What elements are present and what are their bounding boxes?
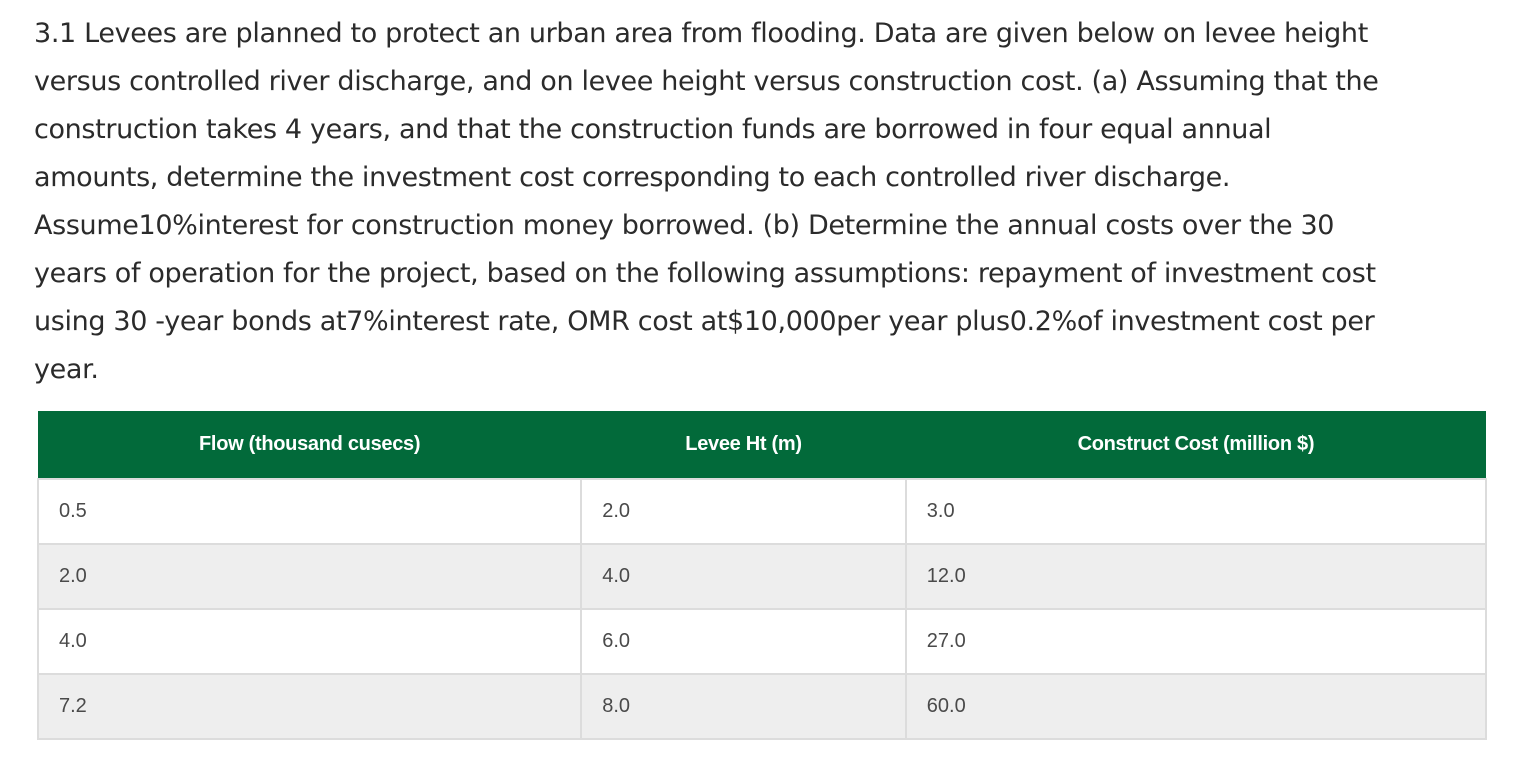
- data-table: Flow (thousand cusecs) Levee Ht (m) Cons…: [36, 411, 1488, 740]
- cell-levee-height: 8.0: [580, 673, 907, 740]
- problem-line: years of operation for the project, base…: [34, 258, 1376, 289]
- problem-line: construction takes 4 years, and that the…: [34, 114, 1272, 145]
- table-row: 7.2 8.0 60.0: [36, 673, 1488, 740]
- problem-line: versus controlled river discharge, and o…: [34, 66, 1379, 97]
- header-flow: Flow (thousand cusecs): [199, 433, 421, 455]
- cell-flow: 0.5: [36, 478, 583, 545]
- cell-construct-cost: 27.0: [904, 608, 1488, 675]
- problem-line: year.: [34, 354, 99, 385]
- table-row: 0.5 2.0 3.0: [36, 478, 1488, 545]
- table-row: 4.0 6.0 27.0: [36, 608, 1488, 675]
- problem-line: using 30 -year bonds at7%interest rate, …: [34, 306, 1375, 337]
- problem-statement: 3.1 Levees are planned to protect an urb…: [34, 10, 1484, 394]
- header-construct-cost: Construct Cost (million $): [1077, 433, 1315, 455]
- cell-construct-cost: 12.0: [904, 543, 1488, 610]
- cell-levee-height: 2.0: [580, 478, 907, 545]
- table-header-row: Flow (thousand cusecs) Levee Ht (m) Cons…: [38, 411, 1486, 479]
- problem-line: 3.1 Levees are planned to protect an urb…: [34, 18, 1368, 49]
- cell-flow: 2.0: [36, 543, 583, 610]
- header-levee-height: Levee Ht (m): [685, 433, 802, 455]
- cell-flow: 7.2: [36, 673, 583, 740]
- cell-levee-height: 4.0: [580, 543, 907, 610]
- table-row: 2.0 4.0 12.0: [36, 543, 1488, 610]
- cell-construct-cost: 3.0: [904, 478, 1488, 545]
- cell-flow: 4.0: [36, 608, 583, 675]
- cell-construct-cost: 60.0: [904, 673, 1488, 740]
- cell-levee-height: 6.0: [580, 608, 907, 675]
- problem-line: amounts, determine the investment cost c…: [34, 162, 1231, 193]
- problem-line: Assume10%interest for construction money…: [34, 210, 1335, 241]
